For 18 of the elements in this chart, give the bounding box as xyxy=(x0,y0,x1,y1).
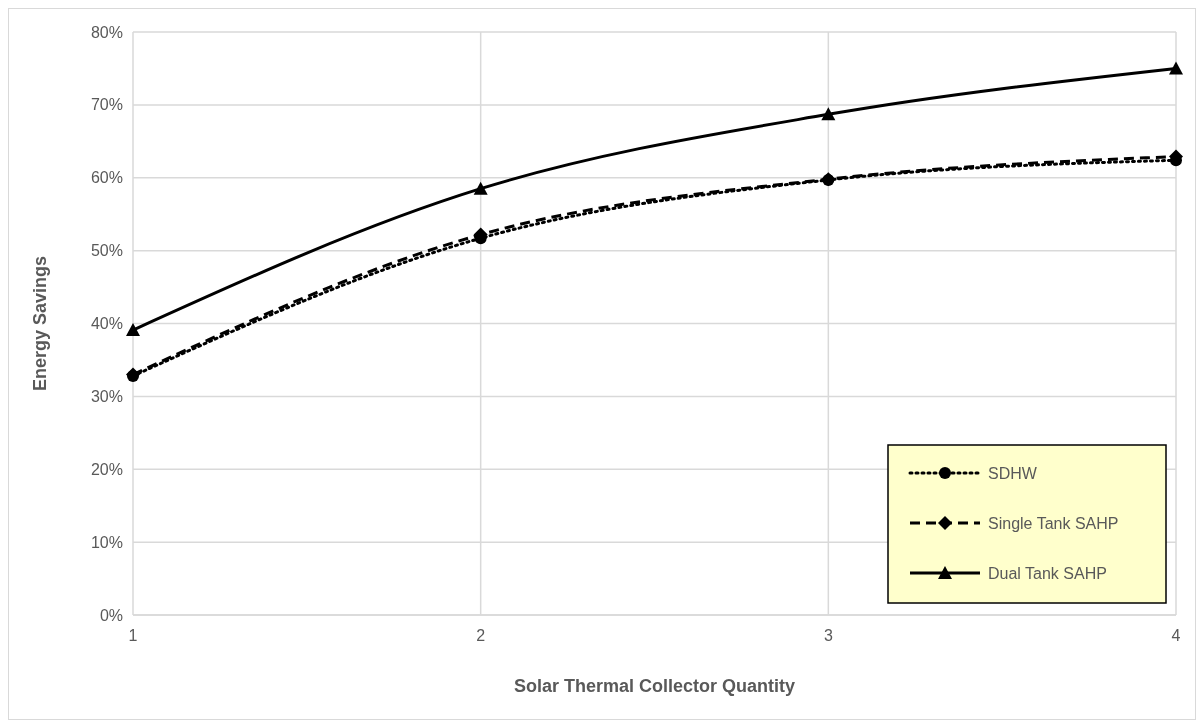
y-tick-label: 10% xyxy=(90,533,123,551)
y-tick-label: 60% xyxy=(90,169,123,187)
legend-label: Single Tank SAHP xyxy=(988,514,1119,532)
y-tick-label: 30% xyxy=(90,387,123,405)
x-tick-label: 4 xyxy=(1171,627,1181,644)
y-tick-label: 50% xyxy=(90,242,123,260)
x-axis-title: Solar Thermal Collector Quantity xyxy=(513,676,796,696)
y-tick-label: 70% xyxy=(90,96,123,114)
legend-label: Dual Tank SAHP xyxy=(988,564,1107,582)
x-tick-label: 2 xyxy=(476,627,486,644)
y-tick-label: 0% xyxy=(99,606,123,624)
x-tick-label: 1 xyxy=(128,627,138,644)
y-tick-label: 40% xyxy=(90,315,123,333)
x-tick-label: 3 xyxy=(823,627,833,644)
legend-label: SDHW xyxy=(988,464,1038,482)
y-tick-label: 20% xyxy=(90,460,123,478)
y-axis-title: Energy Savings xyxy=(30,255,50,392)
y-tick-label: 80% xyxy=(90,23,123,41)
